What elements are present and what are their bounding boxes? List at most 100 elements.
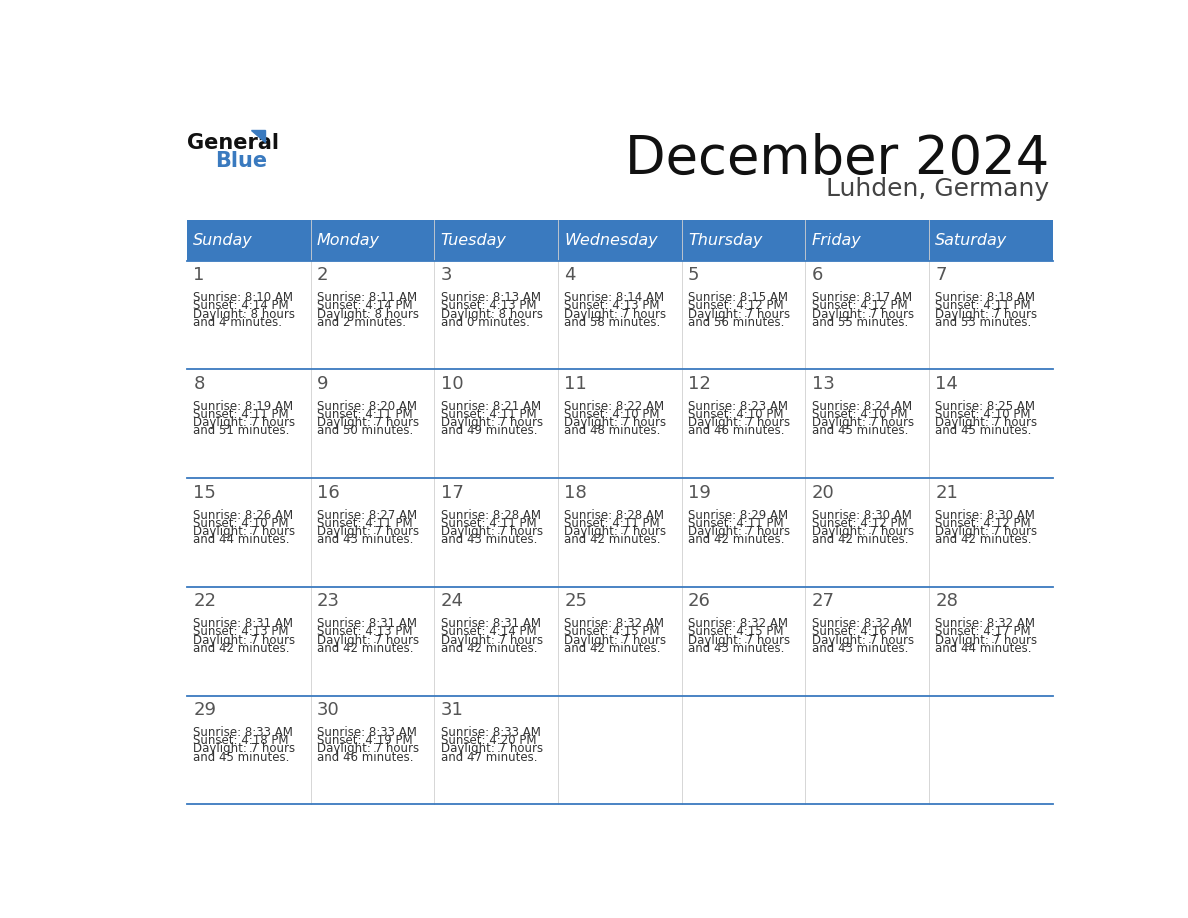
Text: Daylight: 7 hours: Daylight: 7 hours <box>688 416 790 430</box>
Bar <box>682 478 805 587</box>
Text: Sunrise: 8:32 AM: Sunrise: 8:32 AM <box>564 617 664 631</box>
Bar <box>805 478 929 587</box>
Text: and 58 minutes.: and 58 minutes. <box>564 316 661 329</box>
Text: Daylight: 7 hours: Daylight: 7 hours <box>564 416 666 430</box>
Text: Sunset: 4:10 PM: Sunset: 4:10 PM <box>811 409 906 421</box>
Bar <box>558 587 682 696</box>
Text: Daylight: 7 hours: Daylight: 7 hours <box>317 743 419 756</box>
Text: Sunset: 4:20 PM: Sunset: 4:20 PM <box>441 734 536 747</box>
Text: Wednesday: Wednesday <box>564 233 658 248</box>
Bar <box>682 587 805 696</box>
Text: 28: 28 <box>935 592 958 610</box>
Bar <box>435 219 558 261</box>
Bar <box>929 587 1053 696</box>
Text: Tuesday: Tuesday <box>441 233 506 248</box>
Text: Daylight: 8 hours: Daylight: 8 hours <box>317 308 419 320</box>
Text: Daylight: 7 hours: Daylight: 7 hours <box>194 633 296 646</box>
Bar <box>188 696 311 804</box>
Text: 12: 12 <box>688 375 710 393</box>
Text: Sunrise: 8:10 AM: Sunrise: 8:10 AM <box>194 291 293 304</box>
Text: 20: 20 <box>811 484 834 501</box>
Text: Sunrise: 8:20 AM: Sunrise: 8:20 AM <box>317 400 417 413</box>
Text: Daylight: 7 hours: Daylight: 7 hours <box>811 633 914 646</box>
Text: Sunset: 4:13 PM: Sunset: 4:13 PM <box>317 625 412 639</box>
Bar <box>929 261 1053 369</box>
Text: 15: 15 <box>194 484 216 501</box>
Text: and 43 minutes.: and 43 minutes. <box>441 533 537 546</box>
Text: 1: 1 <box>194 266 204 285</box>
Text: Daylight: 7 hours: Daylight: 7 hours <box>194 525 296 538</box>
Text: 29: 29 <box>194 701 216 719</box>
Text: and 55 minutes.: and 55 minutes. <box>811 316 908 329</box>
Text: Monday: Monday <box>317 233 380 248</box>
Text: General: General <box>188 133 279 152</box>
Text: Daylight: 7 hours: Daylight: 7 hours <box>811 525 914 538</box>
Text: Sunrise: 8:26 AM: Sunrise: 8:26 AM <box>194 509 293 521</box>
Text: and 45 minutes.: and 45 minutes. <box>194 751 290 764</box>
Text: and 43 minutes.: and 43 minutes. <box>317 533 413 546</box>
Text: 26: 26 <box>688 592 710 610</box>
Text: 31: 31 <box>441 701 463 719</box>
Text: Daylight: 7 hours: Daylight: 7 hours <box>935 633 1037 646</box>
Text: Daylight: 7 hours: Daylight: 7 hours <box>317 525 419 538</box>
Text: Sunset: 4:11 PM: Sunset: 4:11 PM <box>194 409 289 421</box>
Bar <box>435 478 558 587</box>
Bar <box>929 696 1053 804</box>
Text: Sunrise: 8:31 AM: Sunrise: 8:31 AM <box>194 617 293 631</box>
Text: and 42 minutes.: and 42 minutes. <box>564 642 661 655</box>
Text: Sunset: 4:15 PM: Sunset: 4:15 PM <box>688 625 783 639</box>
Text: and 42 minutes.: and 42 minutes. <box>935 533 1031 546</box>
Text: Daylight: 7 hours: Daylight: 7 hours <box>441 525 543 538</box>
Text: Daylight: 7 hours: Daylight: 7 hours <box>935 308 1037 320</box>
Bar <box>188 369 311 478</box>
Text: and 43 minutes.: and 43 minutes. <box>811 642 908 655</box>
Text: 11: 11 <box>564 375 587 393</box>
Text: Sunset: 4:11 PM: Sunset: 4:11 PM <box>441 517 536 530</box>
Bar <box>435 696 558 804</box>
Text: Sunset: 4:13 PM: Sunset: 4:13 PM <box>194 625 289 639</box>
Text: Sunrise: 8:14 AM: Sunrise: 8:14 AM <box>564 291 664 304</box>
Text: Sunset: 4:11 PM: Sunset: 4:11 PM <box>935 299 1031 312</box>
Text: Sunrise: 8:23 AM: Sunrise: 8:23 AM <box>688 400 788 413</box>
Bar <box>311 696 435 804</box>
Text: Daylight: 7 hours: Daylight: 7 hours <box>317 633 419 646</box>
Text: and 42 minutes.: and 42 minutes. <box>441 642 537 655</box>
Text: Sunrise: 8:33 AM: Sunrise: 8:33 AM <box>441 726 541 739</box>
Bar <box>805 219 929 261</box>
Text: and 44 minutes.: and 44 minutes. <box>194 533 290 546</box>
Text: Daylight: 7 hours: Daylight: 7 hours <box>688 308 790 320</box>
Text: Daylight: 7 hours: Daylight: 7 hours <box>688 633 790 646</box>
Text: and 50 minutes.: and 50 minutes. <box>317 424 413 437</box>
Text: Sunrise: 8:33 AM: Sunrise: 8:33 AM <box>194 726 293 739</box>
Text: Sunset: 4:12 PM: Sunset: 4:12 PM <box>811 299 908 312</box>
Text: Blue: Blue <box>215 151 267 171</box>
Text: Sunset: 4:12 PM: Sunset: 4:12 PM <box>811 517 908 530</box>
Text: Sunrise: 8:30 AM: Sunrise: 8:30 AM <box>935 509 1035 521</box>
Bar <box>929 478 1053 587</box>
Text: 6: 6 <box>811 266 823 285</box>
Text: and 0 minutes.: and 0 minutes. <box>441 316 530 329</box>
Text: Daylight: 8 hours: Daylight: 8 hours <box>441 308 543 320</box>
Text: 2: 2 <box>317 266 329 285</box>
Text: 14: 14 <box>935 375 958 393</box>
Text: Sunrise: 8:28 AM: Sunrise: 8:28 AM <box>564 509 664 521</box>
Text: 23: 23 <box>317 592 340 610</box>
Text: Daylight: 7 hours: Daylight: 7 hours <box>935 416 1037 430</box>
Bar <box>805 696 929 804</box>
Text: Sunrise: 8:22 AM: Sunrise: 8:22 AM <box>564 400 664 413</box>
Text: 30: 30 <box>317 701 340 719</box>
Text: Sunrise: 8:17 AM: Sunrise: 8:17 AM <box>811 291 911 304</box>
Text: Sunrise: 8:13 AM: Sunrise: 8:13 AM <box>441 291 541 304</box>
Text: Sunrise: 8:11 AM: Sunrise: 8:11 AM <box>317 291 417 304</box>
Bar <box>188 587 311 696</box>
Text: Daylight: 7 hours: Daylight: 7 hours <box>935 525 1037 538</box>
Text: Daylight: 7 hours: Daylight: 7 hours <box>194 416 296 430</box>
Text: Daylight: 7 hours: Daylight: 7 hours <box>688 525 790 538</box>
Bar <box>558 261 682 369</box>
Text: Daylight: 7 hours: Daylight: 7 hours <box>441 416 543 430</box>
Text: December 2024: December 2024 <box>625 133 1049 185</box>
Text: Sunset: 4:11 PM: Sunset: 4:11 PM <box>688 517 784 530</box>
Text: Sunrise: 8:33 AM: Sunrise: 8:33 AM <box>317 726 417 739</box>
Bar <box>558 696 682 804</box>
Text: Sunset: 4:11 PM: Sunset: 4:11 PM <box>317 517 412 530</box>
